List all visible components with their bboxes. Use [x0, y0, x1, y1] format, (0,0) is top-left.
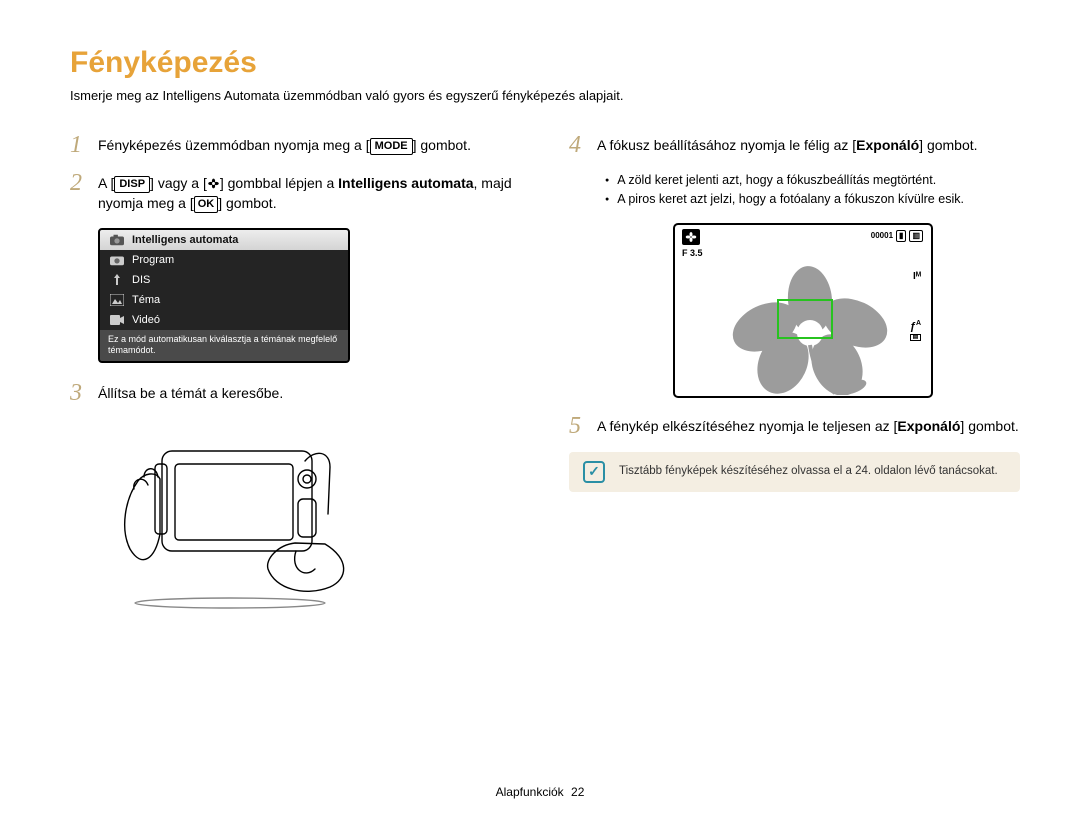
step-number: 3	[70, 381, 88, 405]
step-1: 1 Fényképezés üzemmódban nyomja meg a [M…	[70, 133, 521, 157]
flash-indicator: ƒA▤	[910, 321, 921, 342]
mode-menu-screenshot: Intelligens automata Program DIS Téma Vi…	[98, 228, 350, 364]
menu-item: Téma	[100, 290, 348, 310]
card-icon: ▮	[896, 230, 906, 242]
step1-post: gombot.	[416, 137, 470, 153]
step-number: 5	[569, 414, 587, 438]
menu-r4: Videó	[132, 314, 160, 326]
left-column: 1 Fényképezés üzemmódban nyomja meg a [M…	[70, 133, 521, 612]
note-icon: ✓	[583, 461, 605, 483]
step-2: 2 A [DISP] vagy a [] gombbal lépjen a In…	[70, 171, 521, 214]
s5-t1: A fénykép elkészítéséhez nyomja le telje…	[597, 418, 897, 434]
aperture-value: F 3.5	[682, 248, 703, 258]
menu-item: DIS	[100, 270, 348, 290]
menu-item: Videó	[100, 310, 348, 330]
intro-text: Ismerje meg az Intelligens Automata üzem…	[70, 88, 1020, 103]
step-4: 4 A fókusz beállításához nyomja le félig…	[569, 133, 1020, 157]
footer-section: Alapfunkciók	[496, 785, 564, 799]
shot-counter: 00001	[871, 231, 893, 240]
scene-icon	[110, 293, 124, 307]
s2-b1: Intelligens automata	[338, 175, 473, 191]
step-number: 4	[569, 133, 587, 157]
s4-b1: Exponáló	[856, 137, 919, 153]
step1-pre: Fényképezés üzemmódban nyomja meg a	[98, 137, 366, 153]
focus-rectangle	[777, 299, 833, 339]
footer-page-number: 22	[571, 785, 584, 799]
tip-box: ✓ Tisztább fényképek készítéséhez olvass…	[569, 452, 1020, 492]
disp-button-label: DISP	[114, 176, 150, 193]
s4-t2: ] gombot.	[919, 137, 977, 153]
s5-t2: ] gombot.	[960, 418, 1018, 434]
dis-icon	[110, 273, 124, 287]
macro-indicator-icon	[682, 229, 700, 245]
bullet-green: A zöld keret jelenti azt, hogy a fókuszb…	[605, 171, 1020, 190]
step-3: 3 Állítsa be a témát a keresőbe.	[70, 381, 521, 405]
right-column: 4 A fókusz beállításához nyomja le félig…	[569, 133, 1020, 612]
menu-r2: DIS	[132, 274, 150, 286]
step-5: 5 A fénykép elkészítéséhez nyomja le tel…	[569, 414, 1020, 438]
viewfinder-screenshot: 00001 ▮ ▥ F 3.5 Iᴹ ƒA▤	[673, 223, 933, 398]
page-footer: Alapfunkciók 22	[0, 785, 1080, 799]
camera-holding-illustration	[100, 419, 521, 612]
battery-icon: ▥	[909, 230, 923, 242]
s2-t3: ] gombbal lépjen a	[220, 175, 338, 191]
mode-button-label: MODE	[370, 138, 413, 155]
program-icon	[110, 253, 124, 267]
menu-item-selected: Intelligens automata	[100, 230, 348, 250]
bullet-red: A piros keret azt jelzi, hogy a fotóalan…	[605, 190, 1020, 209]
tip-text: Tisztább fényképek készítéséhez olvassa …	[619, 464, 998, 480]
menu-r1: Program	[132, 254, 174, 266]
menu-item: Program	[100, 250, 348, 270]
page-title: Fényképezés	[70, 46, 1020, 80]
menu-sel-label: Intelligens automata	[132, 234, 238, 246]
s4-t1: A fókusz beállításához nyomja le félig a…	[597, 137, 856, 153]
image-size-indicator: Iᴹ	[913, 271, 921, 282]
menu-r3: Téma	[132, 294, 160, 306]
vf-status-bar: 00001 ▮ ▥	[871, 230, 923, 242]
step-number: 2	[70, 171, 88, 195]
video-icon	[110, 313, 124, 327]
focus-bullets: A zöld keret jelenti azt, hogy a fókuszb…	[605, 171, 1020, 209]
camera-icon	[110, 233, 124, 247]
macro-icon	[207, 175, 220, 188]
s5-b1: Exponáló	[897, 418, 960, 434]
step3-text: Állítsa be a témát a keresőbe.	[98, 381, 283, 403]
menu-footer-text: Ez a mód automatikusan kiválasztja a tém…	[100, 330, 348, 362]
ok-button-label: OK	[194, 196, 219, 213]
s2-t1: A	[98, 175, 110, 191]
s2-t5: gombot.	[222, 195, 276, 211]
s2-t2: vagy a [	[154, 175, 207, 191]
step-number: 1	[70, 133, 88, 157]
